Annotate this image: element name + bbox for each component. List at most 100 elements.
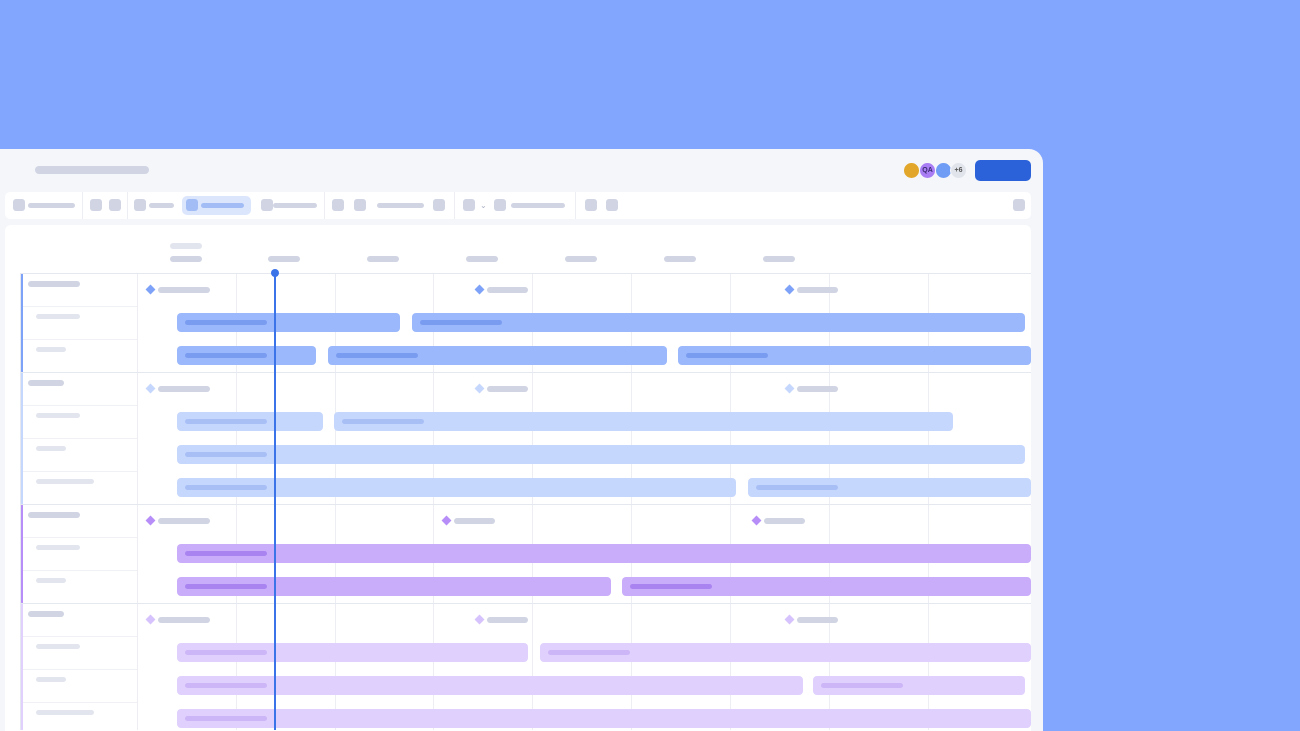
timeline-bar[interactable] bbox=[412, 313, 1025, 332]
toolbar-icon[interactable] bbox=[463, 199, 475, 211]
row-label-placeholder bbox=[36, 578, 66, 583]
date-label-placeholder bbox=[170, 256, 202, 262]
timeline-bar[interactable] bbox=[177, 445, 1025, 464]
timeline-bar[interactable] bbox=[177, 643, 528, 662]
toolbar-icon[interactable] bbox=[261, 199, 273, 211]
toolbar-icon[interactable] bbox=[494, 199, 506, 211]
grid-column-line bbox=[532, 273, 533, 730]
milestone-label-placeholder bbox=[158, 518, 210, 524]
toolbar-icon[interactable] bbox=[109, 199, 121, 211]
milestone-label-placeholder bbox=[454, 518, 495, 524]
group-divider bbox=[20, 603, 1031, 604]
timeline-bar[interactable] bbox=[177, 709, 1031, 728]
milestone-label-placeholder bbox=[487, 386, 528, 392]
group-divider bbox=[20, 504, 1031, 505]
bar-label-placeholder bbox=[185, 485, 267, 490]
bar-label-placeholder bbox=[185, 551, 267, 556]
timeline-bar[interactable] bbox=[328, 346, 667, 365]
row-label-placeholder bbox=[36, 479, 94, 484]
toolbar-divider bbox=[82, 192, 83, 219]
timeline-bar[interactable] bbox=[177, 412, 323, 431]
toolbar-divider bbox=[454, 192, 455, 219]
timeline-bar[interactable] bbox=[177, 676, 803, 695]
toolbar-icon[interactable] bbox=[134, 199, 146, 211]
milestone-label-placeholder bbox=[158, 617, 210, 623]
group-label-placeholder bbox=[28, 380, 64, 386]
milestone-label-placeholder bbox=[764, 518, 805, 524]
avatar[interactable]: QA bbox=[919, 162, 936, 179]
bar-label-placeholder bbox=[185, 650, 267, 655]
group-divider bbox=[20, 273, 1031, 274]
avatar[interactable]: +6 bbox=[950, 162, 967, 179]
milestone-label-placeholder bbox=[158, 386, 210, 392]
timeline-bar[interactable] bbox=[177, 346, 316, 365]
timeline-bar[interactable] bbox=[813, 676, 1025, 695]
date-label-placeholder bbox=[763, 256, 795, 262]
toolbar-divider bbox=[324, 192, 325, 219]
date-label-placeholder bbox=[466, 256, 498, 262]
date-label-placeholder bbox=[367, 256, 399, 262]
chevron-down-icon[interactable]: ⌄ bbox=[480, 201, 487, 210]
toolbar-icon[interactable] bbox=[585, 199, 597, 211]
window-title-placeholder bbox=[35, 166, 149, 174]
row-divider bbox=[20, 537, 137, 538]
row-divider bbox=[20, 702, 137, 703]
timeline-bar[interactable] bbox=[622, 577, 1031, 596]
row-label-placeholder bbox=[36, 413, 80, 418]
toolbar-label-placeholder bbox=[511, 203, 565, 208]
row-divider bbox=[20, 636, 137, 637]
timeline-bar[interactable] bbox=[177, 313, 400, 332]
bar-label-placeholder bbox=[336, 353, 418, 358]
view-icon bbox=[186, 199, 198, 211]
row-label-placeholder bbox=[36, 710, 94, 715]
toolbar-icon[interactable] bbox=[1013, 199, 1025, 211]
bar-label-placeholder bbox=[185, 353, 267, 358]
milestone-label-placeholder bbox=[158, 287, 210, 293]
group-color-indicator bbox=[20, 273, 23, 372]
timeline-bar[interactable] bbox=[177, 544, 1031, 563]
grid-column-line bbox=[829, 273, 830, 730]
row-divider bbox=[20, 570, 137, 571]
timeline-bar[interactable] bbox=[748, 478, 1031, 497]
avatar[interactable] bbox=[903, 162, 920, 179]
timeline-bar[interactable] bbox=[334, 412, 953, 431]
today-marker-dot[interactable] bbox=[271, 269, 279, 277]
toolbar-icon[interactable] bbox=[354, 199, 366, 211]
bar-label-placeholder bbox=[185, 716, 267, 721]
bar-label-placeholder bbox=[185, 419, 267, 424]
bar-label-placeholder bbox=[185, 683, 267, 688]
group-divider bbox=[20, 372, 1031, 373]
grid-column-line bbox=[730, 273, 731, 730]
grid-column-line bbox=[631, 273, 632, 730]
grid-column-line bbox=[335, 273, 336, 730]
row-label-placeholder bbox=[36, 446, 66, 451]
primary-action-button[interactable] bbox=[975, 160, 1031, 181]
row-label-placeholder bbox=[36, 677, 66, 682]
row-divider bbox=[20, 306, 137, 307]
group-label-placeholder bbox=[28, 281, 80, 287]
toolbar: ⌄ bbox=[5, 192, 1031, 219]
timeline-bar[interactable] bbox=[177, 478, 736, 497]
milestone-label-placeholder bbox=[797, 386, 838, 392]
bar-label-placeholder bbox=[756, 485, 838, 490]
bar-label-placeholder bbox=[821, 683, 903, 688]
today-line[interactable] bbox=[274, 273, 276, 730]
timeline-panel bbox=[5, 225, 1031, 731]
bar-label-placeholder bbox=[548, 650, 630, 655]
group-color-indicator bbox=[20, 372, 23, 504]
grid-column-line bbox=[236, 273, 237, 730]
toolbar-icon[interactable] bbox=[90, 199, 102, 211]
date-label-placeholder bbox=[664, 256, 696, 262]
timeline-bar[interactable] bbox=[540, 643, 1031, 662]
toolbar-icon[interactable] bbox=[606, 199, 618, 211]
row-label-placeholder bbox=[36, 545, 80, 550]
toolbar-icon[interactable] bbox=[433, 199, 445, 211]
row-divider bbox=[20, 471, 137, 472]
bar-label-placeholder bbox=[185, 452, 267, 457]
timeline-bar[interactable] bbox=[177, 577, 611, 596]
group-label-placeholder bbox=[28, 512, 80, 518]
toolbar-icon[interactable] bbox=[13, 199, 25, 211]
view-label-placeholder bbox=[201, 203, 244, 208]
timeline-bar[interactable] bbox=[678, 346, 1031, 365]
toolbar-icon[interactable] bbox=[332, 199, 344, 211]
